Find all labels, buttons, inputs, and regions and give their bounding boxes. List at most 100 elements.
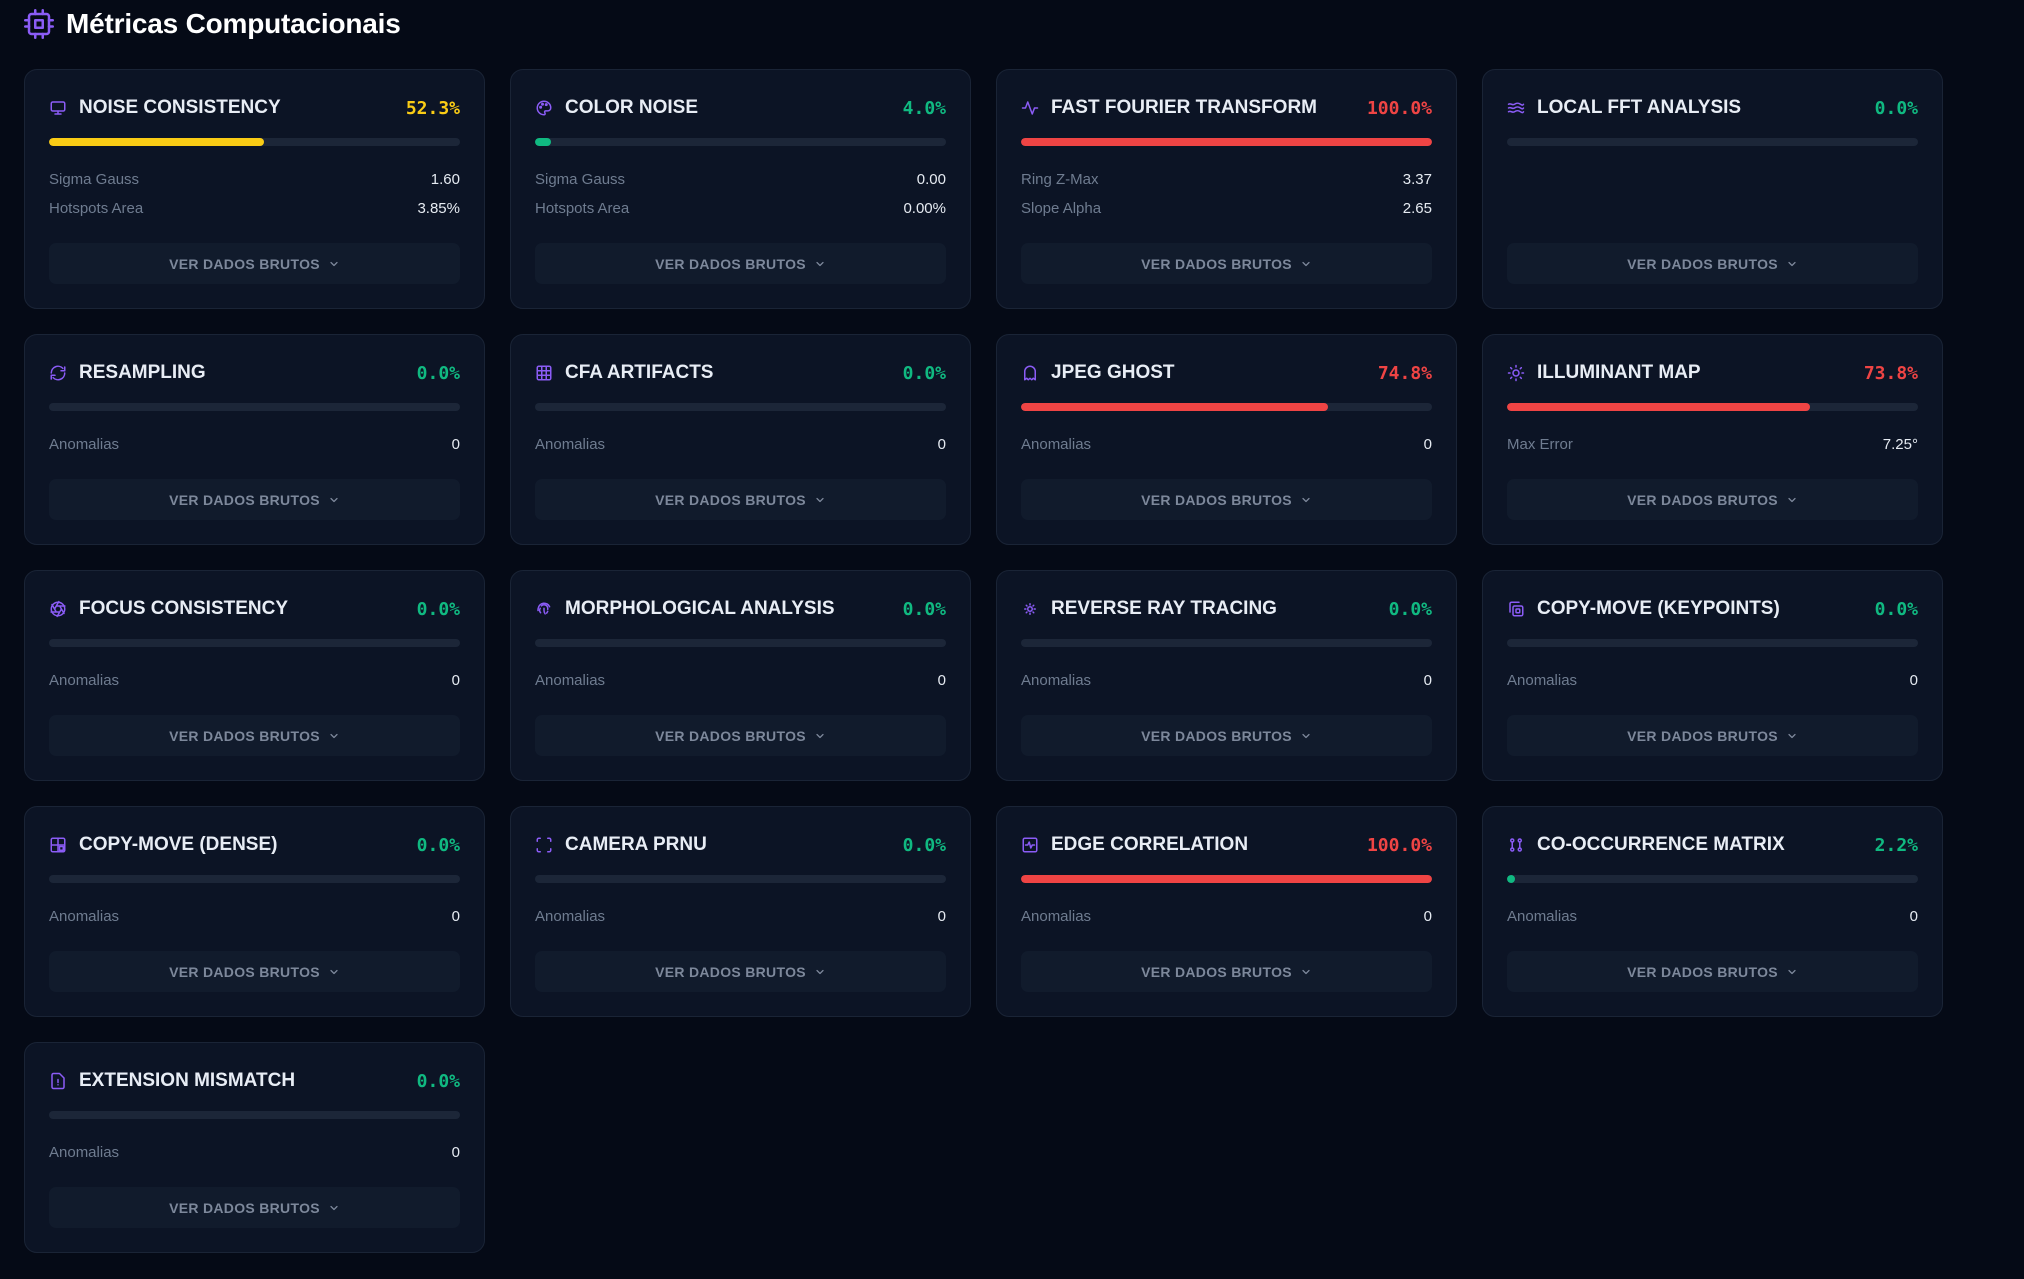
metric-value: 0: [451, 672, 460, 689]
sun-small-icon: [1021, 600, 1039, 618]
view-raw-data-button[interactable]: VER DADOS BRUTOS: [49, 715, 460, 756]
view-raw-data-button[interactable]: VER DADOS BRUTOS: [49, 243, 460, 284]
card-title: ILLUMINANT MAP: [1537, 362, 1701, 383]
view-raw-data-button[interactable]: VER DADOS BRUTOS: [49, 479, 460, 520]
metric-row: Anomalias 0: [1021, 666, 1432, 695]
view-raw-data-button[interactable]: VER DADOS BRUTOS: [535, 479, 946, 520]
view-raw-data-button[interactable]: VER DADOS BRUTOS: [1021, 715, 1432, 756]
card-title: EDGE CORRELATION: [1051, 834, 1249, 855]
card-header: CFA ARTIFACTS 0.0%: [535, 359, 946, 387]
score-bar: [535, 403, 946, 411]
metric-value: 0: [1423, 672, 1432, 689]
metric-value: 1.60: [430, 171, 460, 188]
card-score: 0.0%: [416, 598, 460, 620]
metric-label: Slope Alpha: [1021, 200, 1102, 217]
card-score: 0.0%: [416, 834, 460, 856]
metric-card-fast-fourier-transform: FAST FOURIER TRANSFORM 100.0% Ring Z-Max…: [996, 69, 1457, 309]
view-raw-data-label: VER DADOS BRUTOS: [1627, 727, 1778, 744]
score-bar: [49, 403, 460, 411]
metric-value: 0: [937, 436, 946, 453]
card-score: 4.0%: [902, 97, 946, 119]
cpu-icon: [24, 9, 54, 39]
score-bar: [535, 639, 946, 647]
metric-row: Anomalias 0: [49, 430, 460, 459]
view-raw-data-button[interactable]: VER DADOS BRUTOS: [535, 715, 946, 756]
view-raw-data-button[interactable]: VER DADOS BRUTOS: [1021, 479, 1432, 520]
view-raw-data-label: VER DADOS BRUTOS: [655, 491, 806, 508]
card-title: COLOR NOISE: [565, 97, 699, 118]
view-raw-data-button[interactable]: VER DADOS BRUTOS: [535, 951, 946, 992]
metric-card-focus-consistency: FOCUS CONSISTENCY 0.0% Anomalias 0 VER DA…: [24, 570, 485, 781]
score-bar: [1021, 403, 1432, 411]
metric-label: Anomalias: [49, 672, 120, 689]
metric-label: Anomalias: [49, 908, 120, 925]
metric-value: 0: [451, 1144, 460, 1161]
metric-row: Anomalias 0: [535, 430, 946, 459]
metric-value: 3.85%: [417, 200, 460, 217]
card-header: NOISE CONSISTENCY 52.3%: [49, 94, 460, 122]
view-raw-data-button[interactable]: VER DADOS BRUTOS: [535, 243, 946, 284]
refresh-icon: [49, 364, 67, 382]
metric-list: Ring Z-Max 3.37 Slope Alpha 2.65: [1021, 165, 1432, 223]
chevron-down-icon: [1300, 730, 1312, 742]
view-raw-data-button[interactable]: VER DADOS BRUTOS: [1021, 951, 1432, 992]
metric-list: Anomalias 0: [1021, 666, 1432, 695]
metric-row: Anomalias 0: [535, 666, 946, 695]
view-raw-data-label: VER DADOS BRUTOS: [1141, 255, 1292, 272]
chevron-down-icon: [1300, 258, 1312, 270]
metric-card-reverse-ray-tracing: REVERSE RAY TRACING 0.0% Anomalias 0 VER …: [996, 570, 1457, 781]
metric-list: Sigma Gauss 0.00 Hotspots Area 0.00%: [535, 165, 946, 223]
view-raw-data-button[interactable]: VER DADOS BRUTOS: [1507, 479, 1918, 520]
file-alert-icon: [49, 1072, 67, 1090]
chevron-down-icon: [814, 730, 826, 742]
view-raw-data-button[interactable]: VER DADOS BRUTOS: [1507, 243, 1918, 284]
view-raw-data-label: VER DADOS BRUTOS: [655, 255, 806, 272]
card-header: COPY-MOVE (DENSE) 0.0%: [49, 831, 460, 859]
card-score: 52.3%: [405, 97, 460, 119]
card-header: CAMERA PRNU 0.0%: [535, 831, 946, 859]
chevron-down-icon: [328, 494, 340, 506]
card-title: LOCAL FFT ANALYSIS: [1537, 97, 1742, 118]
view-raw-data-button[interactable]: VER DADOS BRUTOS: [49, 951, 460, 992]
view-raw-data-button[interactable]: VER DADOS BRUTOS: [49, 1187, 460, 1228]
metric-label: Hotspots Area: [49, 200, 144, 217]
score-bar: [49, 138, 460, 146]
view-raw-data-button[interactable]: VER DADOS BRUTOS: [1021, 243, 1432, 284]
card-title: FOCUS CONSISTENCY: [79, 598, 289, 619]
chevron-down-icon: [1786, 258, 1798, 270]
page-title: Métricas Computacionais: [66, 8, 401, 39]
metric-row: Anomalias 0: [49, 666, 460, 695]
metric-card-color-noise: COLOR NOISE 4.0% Sigma Gauss 0.00 Hotspots…: [510, 69, 971, 309]
metric-row: Anomalias 0: [1021, 430, 1432, 459]
metric-row: Hotspots Area 3.85%: [49, 194, 460, 223]
chevron-down-icon: [814, 494, 826, 506]
metric-value: 0: [1423, 436, 1432, 453]
metric-card-morphological-analysis: MORPHOLOGICAL ANALYSIS 0.0% Anomalias 0 V…: [510, 570, 971, 781]
metric-value: 7.25°: [1882, 436, 1918, 453]
chevron-down-icon: [328, 1202, 340, 1214]
metric-label: Anomalias: [1507, 908, 1578, 925]
metric-value: 3.37: [1402, 171, 1432, 188]
metric-row: Anomalias 0: [1507, 902, 1918, 931]
metric-list: Anomalias 0: [49, 666, 460, 695]
card-header: EXTENSION MISMATCH 0.0%: [49, 1067, 460, 1095]
card-title: COPY-MOVE (DENSE): [79, 834, 278, 855]
chevron-down-icon: [1300, 966, 1312, 978]
view-raw-data-label: VER DADOS BRUTOS: [1627, 963, 1778, 980]
metric-label: Hotspots Area: [535, 200, 630, 217]
metric-label: Anomalias: [535, 436, 606, 453]
score-bar: [1507, 639, 1918, 647]
score-bar-fill: [1021, 138, 1432, 146]
metric-value: 0.00: [916, 171, 946, 188]
view-raw-data-label: VER DADOS BRUTOS: [1627, 491, 1778, 508]
score-bar-fill: [1021, 403, 1329, 411]
metric-label: Sigma Gauss: [49, 171, 140, 188]
chevron-down-icon: [328, 730, 340, 742]
view-raw-data-button[interactable]: VER DADOS BRUTOS: [1507, 951, 1918, 992]
chevron-down-icon: [814, 966, 826, 978]
score-bar-fill: [1507, 403, 1811, 411]
metric-list: Anomalias 0: [1507, 902, 1918, 931]
view-raw-data-button[interactable]: VER DADOS BRUTOS: [1507, 715, 1918, 756]
metric-card-cfa-artifacts: CFA ARTIFACTS 0.0% Anomalias 0 VER DADOS …: [510, 334, 971, 545]
grid-icon: [535, 364, 553, 382]
